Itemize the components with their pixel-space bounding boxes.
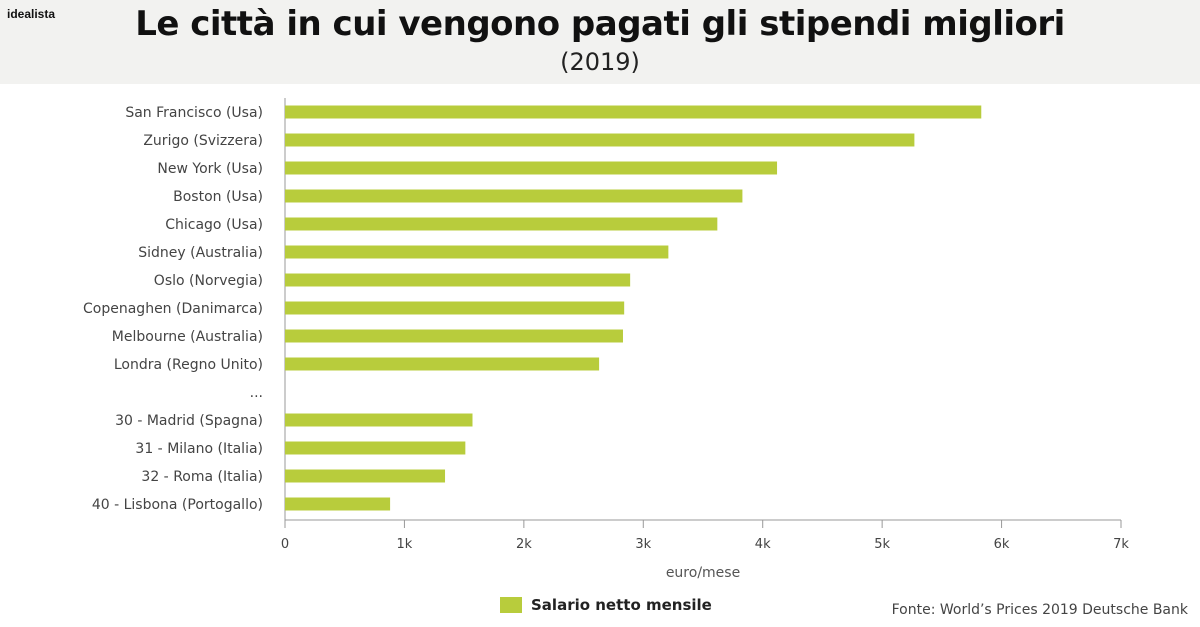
category-label: 30 - Madrid (Spagna) [115,413,263,429]
bar [285,189,743,203]
x-tick-label: 1k [397,537,413,552]
x-tick-label: 5k [874,537,890,552]
x-tick-label: 6k [994,537,1010,552]
category-label: 32 - Roma (Italia) [141,469,263,485]
category-label: New York (Usa) [157,161,263,177]
category-label: Copenaghen (Danimarca) [83,301,263,317]
x-tick-label: 4k [755,537,771,552]
bar [285,357,600,371]
category-label: 31 - Milano (Italia) [135,441,263,457]
category-label: Oslo (Norvegia) [154,273,263,289]
bar [285,413,473,427]
category-label: San Francisco (Usa) [125,105,263,121]
category-label: Zurigo (Svizzera) [143,133,263,149]
category-label: 40 - Lisbona (Portogallo) [92,497,263,513]
category-label: Melbourne (Australia) [112,329,263,345]
bar [285,161,778,175]
x-tick-label: 3k [635,537,651,552]
chart-title: Le città in cui vengono pagati gli stipe… [135,4,1065,44]
category-label: ... [250,385,263,401]
bar [285,245,669,259]
x-tick-label: 7k [1113,537,1129,552]
bar [285,273,631,287]
legend: Salario netto mensile [500,594,712,616]
bar [285,441,466,455]
category-label: Boston (Usa) [173,189,263,205]
bar [285,497,391,511]
chart-subtitle: (2019) [560,48,640,76]
bar [285,469,446,483]
category-label: Chicago (Usa) [165,217,263,233]
bar [285,329,623,343]
x-axis-title: euro/mese [666,565,740,581]
brand-logo: idealista [7,7,56,21]
bar [285,217,718,231]
legend-swatch [500,597,522,613]
bar [285,301,625,315]
source-note: Fonte: World’s Prices 2019 Deutsche Bank [891,602,1188,618]
category-label: Londra (Regno Unito) [114,357,263,373]
bar [285,133,915,147]
x-tick-label: 2k [516,537,532,552]
chart-header: idealista Le città in cui vengono pagati… [0,0,1200,84]
bar [285,105,982,119]
bar-chart: San Francisco (Usa) Zurigo (Svizzera) New … [83,98,1129,581]
category-label: Sidney (Australia) [138,245,263,261]
x-tick-label: 0 [281,537,289,552]
legend-label: Salario netto mensile [531,596,712,614]
